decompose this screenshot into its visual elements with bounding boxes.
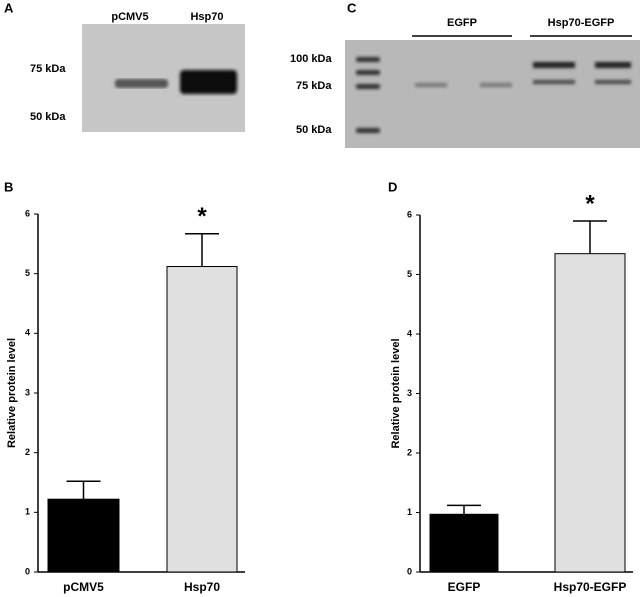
band bbox=[180, 70, 237, 94]
y-axis-label: Relative protein level bbox=[390, 338, 402, 448]
marker-label: 75 kDa bbox=[296, 80, 332, 92]
bar bbox=[554, 253, 626, 573]
marker-label: 50 kDa bbox=[30, 111, 66, 123]
y-tick-label: 4 bbox=[407, 328, 412, 338]
panel-label: C bbox=[347, 0, 357, 15]
y-tick-label: 2 bbox=[25, 447, 30, 457]
y-tick-label: 6 bbox=[25, 208, 30, 218]
band bbox=[115, 79, 168, 88]
lane-label: pCMV5 bbox=[111, 11, 148, 23]
x-tick-label: EGFP bbox=[448, 580, 481, 594]
significance-mark: * bbox=[585, 190, 595, 217]
bar bbox=[47, 498, 120, 573]
x-tick-label: Hsp70 bbox=[184, 580, 220, 594]
y-tick-label: 5 bbox=[25, 268, 30, 278]
panel-label: A bbox=[4, 0, 14, 15]
panel-label: B bbox=[4, 179, 13, 194]
panel-label: D bbox=[388, 179, 397, 194]
y-tick-label: 3 bbox=[25, 387, 30, 397]
marker-label: 50 kDa bbox=[296, 124, 332, 136]
ladder bbox=[356, 57, 380, 133]
y-axis-label: Relative protein level bbox=[6, 338, 18, 448]
bands bbox=[415, 62, 631, 87]
marker-label: 100 kDa bbox=[290, 53, 332, 65]
blot-image bbox=[345, 40, 640, 148]
x-tick-label: pCMV5 bbox=[63, 580, 104, 594]
y-tick-label: 1 bbox=[25, 507, 30, 517]
y-tick-label: 0 bbox=[25, 566, 30, 576]
group-label: EGFP bbox=[447, 17, 477, 29]
y-tick-label: 4 bbox=[25, 328, 30, 338]
marker-label: 75 kDa bbox=[30, 63, 66, 75]
y-tick-label: 5 bbox=[407, 269, 412, 279]
significance-mark: * bbox=[197, 203, 207, 230]
x-tick-label: Hsp70-EGFP bbox=[554, 580, 627, 594]
y-tick-label: 3 bbox=[407, 388, 412, 398]
y-tick-label: 1 bbox=[407, 507, 412, 517]
bar bbox=[429, 513, 499, 573]
lane-label: Hsp70 bbox=[190, 11, 223, 23]
y-tick-label: 2 bbox=[407, 447, 412, 457]
bar bbox=[166, 266, 238, 573]
group-label: Hsp70-EGFP bbox=[548, 17, 615, 29]
y-tick-label: 0 bbox=[407, 566, 412, 576]
y-tick-label: 6 bbox=[407, 209, 412, 219]
